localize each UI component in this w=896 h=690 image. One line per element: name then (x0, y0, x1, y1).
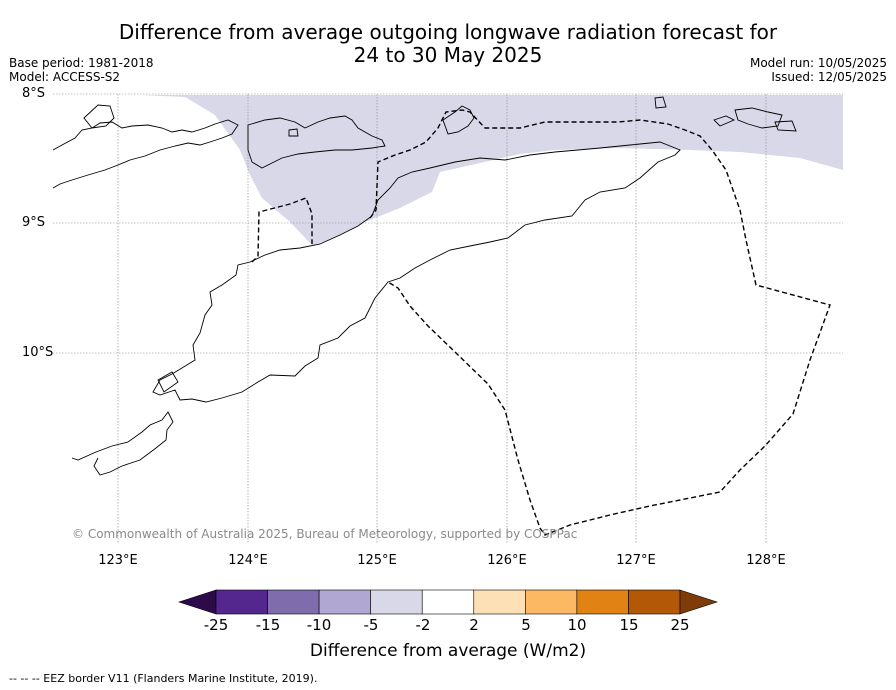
colorbar-tick-label: 10 (567, 616, 587, 634)
colorbar-extend-high (679, 589, 718, 615)
lon-label-124e: 124°E (228, 553, 268, 568)
colorbar-extend-low (178, 589, 217, 615)
coastlines (52, 96, 797, 476)
colorbar-tick-label: 15 (619, 616, 639, 634)
island-east-4 (713, 115, 736, 127)
colorbar-tick-label: -10 (306, 616, 332, 634)
lon-label-125e: 125°E (357, 553, 397, 568)
lon-label-127e: 127°E (616, 553, 656, 568)
map-title-line-2: 24 to 30 May 2025 (353, 43, 543, 67)
colorbar-tick-label: -2 (415, 616, 431, 634)
base-period-label: Base period: 1981-2018 (9, 56, 154, 70)
island-west-1 (157, 371, 179, 393)
colorbar-segment (421, 589, 475, 615)
colorbar-segment (525, 589, 578, 615)
colorbar-segment (473, 589, 526, 615)
rote-island-coastline (71, 411, 174, 476)
colorbar-tick-label: -25 (203, 616, 229, 634)
eez-border (251, 109, 831, 536)
colorbar-segment (318, 589, 371, 615)
lon-label-128e: 128°E (746, 553, 786, 568)
lat-label-10s: 10°S (22, 345, 54, 360)
colorbar-segment (576, 589, 629, 615)
lat-label-9s: 9°S (22, 215, 46, 230)
islet-alor (288, 128, 299, 137)
colorbar-tick-label: 25 (670, 616, 690, 634)
colorbar-tick-label: -15 (255, 616, 281, 634)
map-title-line-1: Difference from average outgoing longwav… (118, 20, 778, 44)
colorbar-segment (628, 589, 681, 615)
lon-label-123e: 123°E (98, 553, 138, 568)
colorbar-segment (370, 589, 423, 615)
copyright-notice: © Commonwealth of Australia 2025, Bureau… (72, 527, 578, 541)
colorbar-segment (215, 589, 268, 615)
colorbar-tick-label: -5 (363, 616, 379, 634)
issued-label: Issued: 12/05/2025 (771, 70, 887, 84)
colorbar-tick-label: 2 (469, 616, 479, 634)
colorbar-tick-label: 5 (521, 616, 531, 634)
wetar-coastline (442, 105, 475, 135)
flores-coastline (52, 119, 239, 189)
colorbar-title: Difference from average (W/m2) (309, 641, 587, 661)
olr-anomaly-area (140, 95, 843, 245)
lon-label-126e: 126°E (487, 553, 527, 568)
island-east-1 (654, 96, 667, 109)
graticule (53, 93, 843, 543)
island-east-2 (734, 107, 783, 129)
model-label: Model: ACCESS-S2 (9, 70, 121, 84)
lat-label-8s: 8°S (22, 86, 46, 101)
colorbar-segment (267, 589, 320, 615)
island-west-2 (83, 104, 115, 129)
timor-coastline (152, 141, 681, 403)
island-east-3 (774, 120, 797, 132)
alor-coastline (247, 115, 386, 169)
colorbar-segments (178, 589, 718, 615)
model-run-label: Model run: 10/05/2025 (749, 56, 887, 70)
eez-legend-footnote: -- -- -- EEZ border V11 (Flanders Marine… (9, 672, 318, 685)
